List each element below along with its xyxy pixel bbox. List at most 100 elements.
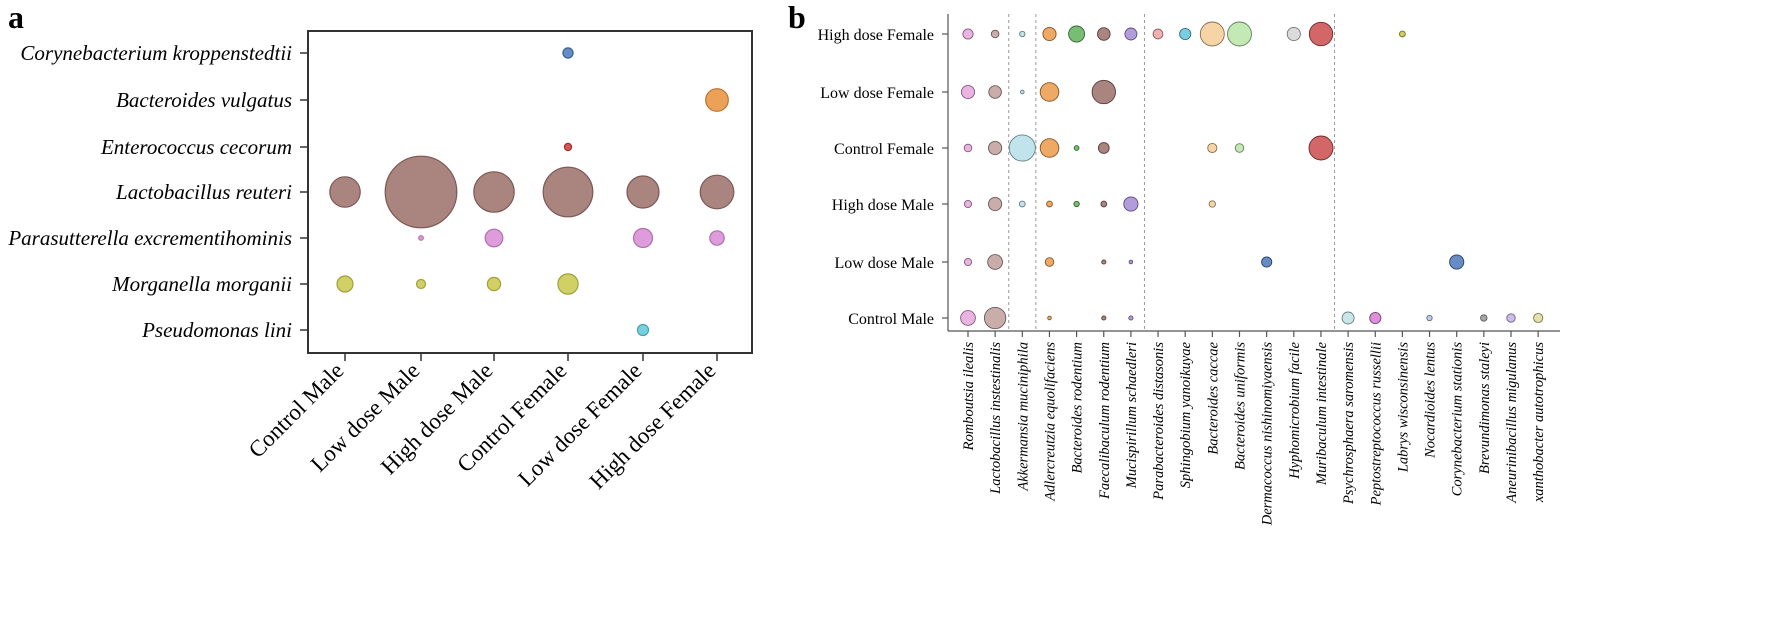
- b-bubble-control-female-bacteroides-caccae: [1207, 142, 1218, 154]
- b-bubble-low-dose-female-faecalibaculum-rodentium: [1091, 79, 1116, 105]
- b-x-label-bacteroides-caccae: Bacteroides caccae: [1205, 341, 1221, 454]
- b-bubble-high-dose-female-akkermansia-muciniphila: [1019, 30, 1026, 38]
- b-x-label-xanthobacter-autotrophicus: xanthobacter autotrophicus: [1531, 342, 1547, 504]
- a-y-label-enterococcus-cecorum: Enterococcus cecorum: [100, 135, 292, 159]
- a-y-label-pseudomonas-lini: Pseudomonas lini: [141, 318, 292, 342]
- panel-b-y-tick-labels: High dose Female Low dose Female Control F…: [818, 27, 934, 328]
- a-bubble-parasutterella-excrementihominis-high-dose-female: [709, 230, 725, 246]
- b-y-label-low-dose-male: Low dose Male: [834, 255, 934, 272]
- b-x-label-lactobacillus-instestinalis: Lactobacillus instestinalis: [988, 342, 1004, 495]
- b-bubble-control-male-adlercreutzia-equolifaciens: [1047, 315, 1052, 321]
- a-bubble-lactobacillus-reuteri-control-male: [329, 176, 361, 208]
- b-bubble-low-dose-male-faecalibaculum-rodentium: [1101, 259, 1107, 265]
- a-bubble-lactobacillus-reuteri-control-female: [542, 166, 594, 218]
- b-x-label-peptostreptococcus-russellii: Peptostreptococcus russellii: [1368, 342, 1384, 506]
- b-bubble-high-dose-female-bacteroides-rodentium: [1068, 25, 1086, 43]
- b-y-label-control-male: Control Male: [848, 311, 934, 328]
- b-x-label-psychrosphaera-saromensis: Psychrosphaera saromensis: [1341, 342, 1357, 505]
- a-y-label-lactobacillus-reuteri: Lactobacillus reuteri: [115, 180, 292, 204]
- b-bubble-low-dose-male-lactobacillus-instestinalis: [987, 254, 1003, 270]
- a-bubble-lactobacillus-reuteri-high-dose-female: [699, 174, 735, 210]
- b-x-label-brevundimonas-staleyi: Brevundimonas staleyi: [1477, 342, 1493, 474]
- a-bubble-morganella-morganii-low-dose-male: [415, 278, 427, 290]
- b-bubble-control-female-adlercreutzia-equolifaciens: [1039, 138, 1060, 158]
- b-bubble-high-dose-male-faecalibaculum-rodentium: [1100, 200, 1108, 208]
- b-bubble-high-dose-female-bacteroides-uniformis: [1227, 21, 1252, 47]
- b-bubble-low-dose-female-adlercreutzia-equolifaciens: [1039, 82, 1060, 102]
- b-bubble-high-dose-male-adlercreutzia-equolifaciens: [1046, 200, 1053, 208]
- b-bubble-high-dose-male-romboutsia-ilealis: [963, 199, 973, 209]
- b-x-label-hyphomicrobium-facile: Hyphomicrobium facile: [1287, 341, 1303, 479]
- b-bubble-control-male-psychrosphaera-saromensis: [1341, 311, 1355, 325]
- b-bubble-control-male-lactobacillus-instestinalis: [983, 306, 1007, 330]
- b-x-label-akkermansia-muciniphila: Akkermansia muciniphila: [1015, 342, 1031, 492]
- a-y-label-bacteroides-vulgatus: Bacteroides vulgatus: [116, 88, 292, 112]
- b-bubble-high-dose-female-labrys-wisconsinensis: [1399, 30, 1406, 38]
- b-bubble-control-male-faecalibaculum-rodentium: [1101, 315, 1107, 321]
- panel-a-ticks: [300, 52, 718, 361]
- b-x-label-nocardioides-lentus: Nocardioides lentus: [1423, 342, 1439, 459]
- b-bubble-low-dose-female-akkermansia-muciniphila: [1020, 89, 1025, 95]
- b-bubble-high-dose-male-akkermansia-muciniphila: [1018, 200, 1026, 208]
- b-y-label-low-dose-female: Low dose Female: [820, 85, 934, 102]
- b-x-label-sphingobium-yanoikuyae: Sphingobium yanoikuyae: [1178, 341, 1194, 488]
- b-x-label-labrys-wisconsinensis: Labrys wisconsinensis: [1395, 342, 1411, 473]
- b-bubble-control-male-peptostreptococcus-russellii: [1369, 311, 1382, 325]
- a-bubble-parasutterella-excrementihominis-low-dose-female: [632, 227, 654, 249]
- b-y-label-control-female: Control Female: [834, 141, 934, 158]
- a-y-label-morganella-morganii: Morganella morganii: [111, 272, 292, 296]
- b-bubble-high-dose-male-mucispirillum-schaedleri: [1123, 196, 1139, 212]
- b-bubble-control-male-romboutsia-ilealis: [960, 310, 976, 326]
- b-bubble-high-dose-male-bacteroides-rodentium: [1073, 200, 1080, 208]
- b-bubble-high-dose-female-parabacteroides-distasonis: [1152, 28, 1164, 40]
- a-bubble-lactobacillus-reuteri-high-dose-male: [473, 171, 515, 213]
- b-x-label-muribaculum-intestinale: Muribaculum intestinale: [1314, 341, 1330, 486]
- panel-a-bubble-chart: a Corynebacterium kroppenstedtii Bacteroi…: [7, 0, 753, 494]
- b-bubble-control-female-muribaculum-intestinale: [1308, 135, 1334, 161]
- a-bubble-pseudomonas-lini-low-dose-female: [636, 323, 650, 337]
- panel-b-x-tick-labels: Romboutsia ilealis Lactobacillus instesti…: [961, 341, 1547, 526]
- b-y-label-high-dose-male: High dose Male: [832, 197, 934, 214]
- a-bubble-lactobacillus-reuteri-low-dose-female: [626, 175, 660, 209]
- a-bubble-morganella-morganii-high-dose-male: [486, 276, 502, 292]
- b-bubble-low-dose-male-mucispirillum-schaedleri: [1128, 259, 1134, 265]
- panel-b-bubbles: [960, 21, 1544, 330]
- panel-b-label: b: [788, 0, 806, 35]
- b-bubble-control-male-nocardioides-lentus: [1426, 314, 1433, 322]
- b-bubble-low-dose-male-adlercreutzia-equolifaciens: [1044, 257, 1055, 267]
- b-bubble-control-male-aneurinibacillus-migulanus: [1506, 313, 1516, 323]
- b-bubble-control-male-mucispirillum-schaedleri: [1128, 315, 1134, 321]
- b-bubble-high-dose-female-adlercreutzia-equolifaciens: [1042, 26, 1057, 42]
- panel-b-ticks: [942, 33, 1539, 337]
- b-bubble-high-dose-female-romboutsia-ilealis: [962, 28, 974, 40]
- panel-b-bubble-chart: b High dose Female Low dose Female Control…: [788, 0, 1560, 526]
- b-bubble-high-dose-female-mucispirillum-schaedleri: [1124, 27, 1138, 41]
- b-bubble-low-dose-male-romboutsia-ilealis: [963, 257, 973, 267]
- a-bubble-lactobacillus-reuteri-low-dose-male: [384, 155, 458, 229]
- panel-a-bubbles: [329, 47, 735, 337]
- b-x-label-faecalibaculum-rodentium: Faecalibaculum rodentium: [1097, 342, 1113, 500]
- b-bubble-high-dose-male-bacteroides-caccae: [1208, 200, 1216, 208]
- b-y-label-high-dose-female: High dose Female: [818, 27, 934, 44]
- a-bubble-bacteroides-vulgatus-high-dose-female: [705, 88, 729, 112]
- b-bubble-control-male-brevundimonas-staleyi: [1480, 314, 1488, 322]
- b-x-label-adlercreutzia-equolifaciens: Adlercreutzia equolifaciens: [1042, 342, 1058, 502]
- b-x-label-dermacoccus-nishinomiyaensis: Dermacoccus nishinomiyaensis: [1260, 342, 1276, 527]
- b-x-label-corynebacterium-stationis: Corynebacterium stationis: [1450, 342, 1466, 497]
- b-bubble-control-female-bacteroides-rodentium: [1073, 145, 1080, 151]
- b-bubble-low-dose-male-corynebacterium-stationis: [1449, 254, 1465, 270]
- a-bubble-morganella-morganii-control-male: [336, 275, 354, 293]
- b-bubble-control-female-romboutsia-ilealis: [963, 143, 973, 153]
- a-y-label-parasutterella-excrementihominis: Parasutterella excrementihominis: [7, 226, 292, 250]
- panel-a-y-tick-labels: Corynebacterium kroppenstedtii Bacteroide…: [7, 41, 292, 342]
- b-bubble-high-dose-female-faecalibaculum-rodentium: [1097, 27, 1111, 41]
- b-x-label-bacteroides-uniformis: Bacteroides uniformis: [1233, 342, 1249, 470]
- b-bubble-high-dose-female-hyphomicrobium-facile: [1286, 26, 1301, 42]
- a-bubble-parasutterella-excrementihominis-low-dose-male: [418, 235, 424, 241]
- b-x-label-mucispirillum-schaedleri: Mucispirillum schaedleri: [1124, 342, 1140, 489]
- b-bubble-low-dose-male-dermacoccus-nishinomiyaensis: [1261, 256, 1273, 268]
- panel-a-label: a: [8, 0, 24, 35]
- b-x-label-bacteroides-rodentium: Bacteroides rodentium: [1070, 342, 1086, 473]
